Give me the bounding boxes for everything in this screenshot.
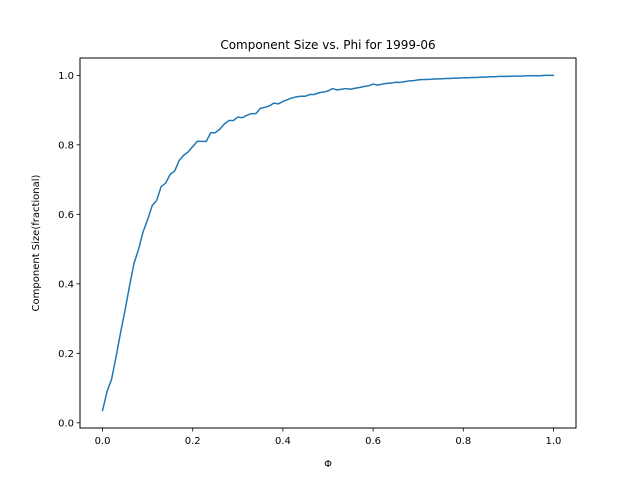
x-axis: 0.0 0.2 0.4 0.6 0.8 1.0	[95, 428, 562, 447]
series-line-0	[101, 74, 555, 412]
x-axis-label: Φ	[324, 459, 332, 470]
y-tick-label: 0.4	[58, 279, 74, 290]
axes-frame	[79, 57, 577, 429]
y-axis: 0.0 0.2 0.4 0.6 0.8 1.0	[58, 71, 80, 429]
y-tick-label: 0.2	[58, 349, 74, 360]
y-axis-label: Component Size(fractional)	[31, 174, 42, 311]
chart-title: Component Size vs. Phi for 1999-06	[220, 38, 435, 52]
x-tick-label: 1.0	[546, 436, 562, 447]
x-tick-label: 0.6	[365, 436, 381, 447]
x-tick-label: 0.8	[455, 436, 471, 447]
y-tick-label: 1.0	[58, 71, 74, 82]
y-tick-label: 0.6	[58, 210, 74, 221]
y-tick-label: 0.8	[58, 140, 74, 151]
plot-area	[101, 74, 555, 412]
x-tick-label: 0.2	[185, 436, 201, 447]
y-tick-label: 0.0	[58, 418, 74, 429]
x-tick-label: 0.0	[95, 436, 111, 447]
x-tick-label: 0.4	[275, 436, 291, 447]
